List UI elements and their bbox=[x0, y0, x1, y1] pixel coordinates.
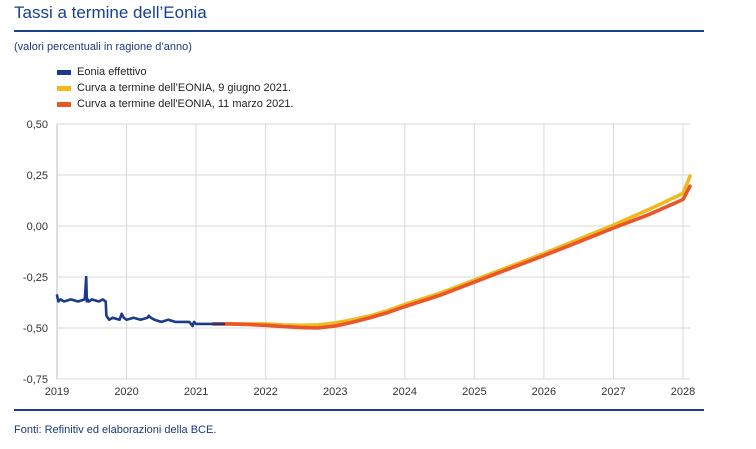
legend-swatch-eonia bbox=[57, 69, 71, 75]
series-line-eonia bbox=[55, 275, 226, 328]
grid bbox=[56, 123, 690, 380]
x-tick-label: 2022 bbox=[253, 386, 277, 398]
legend-swatch-june bbox=[57, 85, 71, 91]
legend-label-june: Curva a termine dell’EONIA, 9 giugno 202… bbox=[77, 82, 292, 94]
chart-subtitle: (valori percentuali in ragione d’anno) bbox=[14, 41, 192, 53]
source-note: Fonti: Refinitiv ed elaborazioni della B… bbox=[14, 424, 217, 436]
x-tick-label: 2028 bbox=[671, 386, 695, 398]
y-tick-label: 0,25 bbox=[27, 170, 48, 182]
legend-swatch-march bbox=[57, 101, 71, 107]
x-tick-label: 2023 bbox=[323, 386, 347, 398]
legend-label-eonia: Eonia effettivo bbox=[77, 66, 147, 78]
footer-rule bbox=[14, 409, 704, 411]
series-lines bbox=[55, 174, 692, 330]
legend: Eonia effettivo Curva a termine dell’EON… bbox=[57, 64, 294, 112]
series-line-june bbox=[211, 174, 692, 328]
y-tick-label: -0,25 bbox=[23, 272, 48, 284]
x-tick-label: 2021 bbox=[184, 386, 208, 398]
legend-item-eonia: Eonia effettivo bbox=[57, 64, 294, 80]
legend-item-june: Curva a termine dell’EONIA, 9 giugno 202… bbox=[57, 80, 294, 96]
y-tick-label: 0,50 bbox=[27, 119, 48, 131]
title-rule bbox=[14, 30, 704, 32]
x-tick-label: 2027 bbox=[601, 386, 625, 398]
x-tick-label: 2019 bbox=[45, 386, 69, 398]
x-tick-label: 2025 bbox=[462, 386, 486, 398]
y-tick-label: 0,00 bbox=[27, 221, 48, 233]
x-tick-label: 2020 bbox=[114, 386, 138, 398]
x-tick-label: 2026 bbox=[532, 386, 556, 398]
series-line-march bbox=[211, 184, 692, 330]
legend-item-march: Curva a termine dell'EONIA, 11 marzo 202… bbox=[57, 96, 294, 112]
y-tick-label: -0,50 bbox=[23, 323, 48, 335]
x-tick-label: 2024 bbox=[393, 386, 417, 398]
y-tick-label: -0,75 bbox=[23, 374, 48, 386]
legend-label-march: Curva a termine dell'EONIA, 11 marzo 202… bbox=[77, 98, 294, 110]
chart-title: Tassi a termine dell’Eonia bbox=[14, 3, 207, 22]
